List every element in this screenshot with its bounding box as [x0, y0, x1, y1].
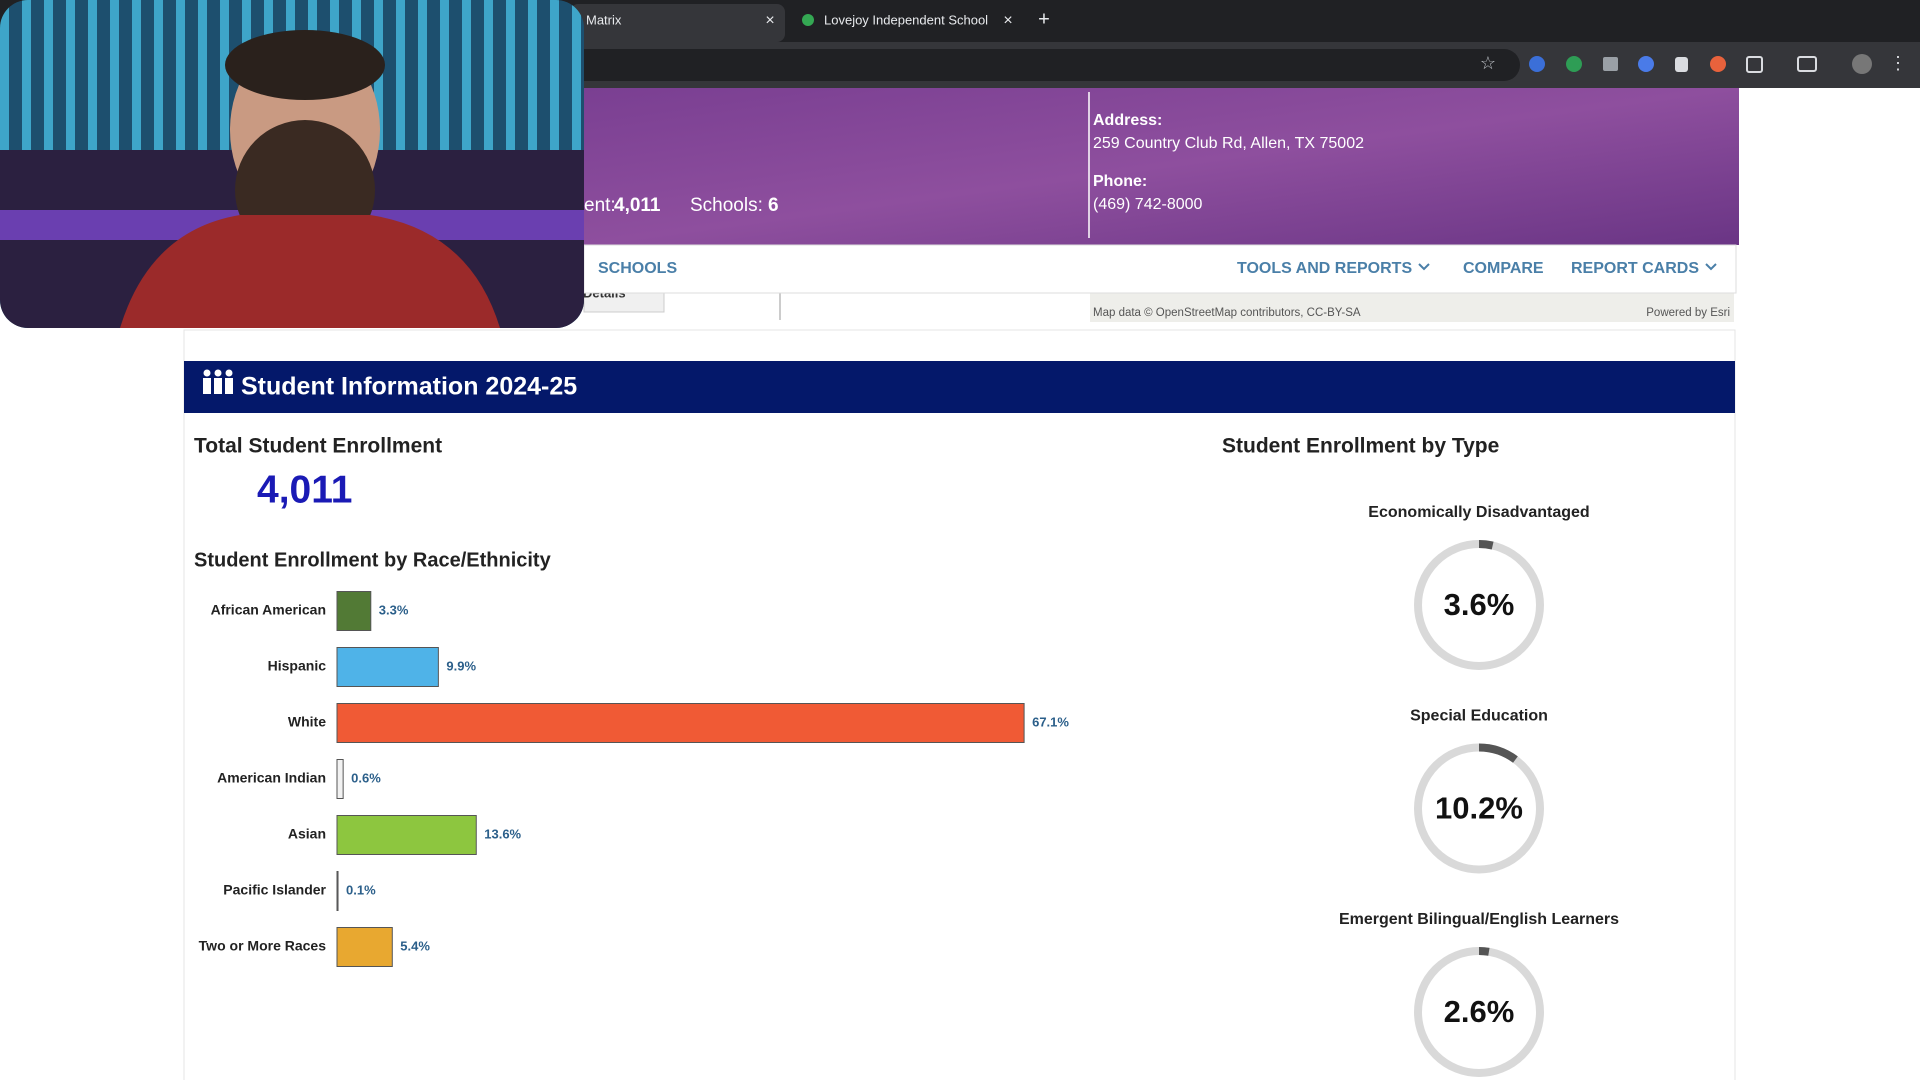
map-powered: Powered by Esri	[1646, 307, 1730, 319]
webcam-overlay	[0, 0, 584, 328]
enrollment-label: ent:	[584, 195, 616, 216]
section-banner	[184, 361, 1735, 413]
tab-title: Matrix	[586, 12, 622, 27]
enrollment-value: 4,011	[614, 195, 661, 216]
bar	[336, 871, 339, 911]
extension-icon[interactable]	[1529, 56, 1545, 72]
donut-arc	[1414, 743, 1544, 874]
chart-title: Student Enrollment by Race/Ethnicity	[194, 549, 552, 571]
chevron	[1705, 263, 1717, 271]
category-label: African American	[211, 602, 326, 618]
address: 259 Country Club Rd, Allen, TX 75002	[1093, 135, 1364, 152]
profile[interactable]	[1852, 54, 1872, 74]
value-label: 0.1%	[346, 882, 376, 897]
donut-title: Economically Disadvantaged	[1368, 504, 1589, 521]
extension-icon[interactable]	[1746, 56, 1763, 73]
menu[interactable]: ⋮	[1889, 53, 1907, 73]
category-label: Hispanic	[268, 658, 327, 674]
map-preview[interactable]	[1090, 292, 1734, 322]
tab[interactable]	[570, 4, 785, 42]
total-label: Total Student Enrollment	[194, 435, 442, 458]
donut-arc	[1414, 947, 1544, 1077]
bar	[336, 927, 393, 967]
chevron	[1418, 263, 1430, 271]
bar	[336, 647, 439, 687]
total-value: 4,011	[257, 468, 352, 511]
donut-value: 2.6%	[1444, 994, 1515, 1029]
donut-arc	[1414, 540, 1544, 670]
tab-search[interactable]	[1797, 56, 1817, 72]
chart-title: Student Enrollment by Type	[1222, 435, 1499, 458]
site-header	[584, 88, 1739, 245]
nav-item[interactable]: COMPARE	[1463, 260, 1544, 277]
nav-bar	[583, 244, 1737, 294]
value-label: 3.3%	[379, 602, 409, 617]
donut-value: 10.2%	[1435, 791, 1523, 826]
donut-value: 3.6%	[1444, 587, 1515, 622]
schools-value: 6	[768, 195, 779, 216]
schools-label: Schools:	[690, 195, 763, 216]
category-label: Asian	[288, 826, 326, 842]
bar	[336, 815, 477, 855]
extension-icon[interactable]	[1566, 56, 1582, 72]
address-label: Address:	[1093, 112, 1162, 129]
category-label: American Indian	[217, 770, 326, 786]
nav-item[interactable]: SCHOOLS	[598, 260, 677, 277]
bar	[336, 591, 372, 631]
extension-icon[interactable]	[1603, 57, 1618, 71]
extension-icon[interactable]	[1675, 57, 1688, 72]
map-attribution: Map data © OpenStreetMap contributors, C…	[1093, 307, 1361, 319]
nav-item[interactable]: TOOLS AND REPORTS	[1237, 260, 1412, 277]
extension-icon[interactable]	[1638, 56, 1654, 72]
bookmark-star[interactable]: ☆	[1480, 53, 1496, 73]
value-label: 13.6%	[484, 826, 521, 841]
value-label: 0.6%	[351, 770, 381, 785]
students-icon	[203, 369, 233, 394]
category-label: White	[288, 714, 326, 730]
extensions: ⋮	[1529, 53, 1907, 74]
tab-title: Lovejoy Independent School	[824, 12, 988, 27]
section-title: Student Information 2024-25	[241, 373, 577, 401]
address-bar[interactable]	[560, 49, 1520, 81]
phone: (469) 742-8000	[1093, 196, 1203, 213]
race-chart: African American 3.3% Hispanic 9.9% White 67.…	[199, 591, 1069, 967]
category-label: Pacific Islander	[223, 882, 326, 898]
type-chart: Economically Disadvantaged 3.6% Special Ed…	[1339, 504, 1619, 1077]
value-label: 5.4%	[400, 938, 430, 953]
tab-close[interactable]: ×	[1003, 12, 1012, 29]
donut-title: Special Education	[1410, 708, 1548, 725]
extension-icon[interactable]	[1710, 56, 1726, 72]
category-label: Two or More Races	[199, 938, 327, 954]
value-label: 67.1%	[1032, 714, 1069, 729]
bar	[336, 759, 344, 799]
tab-favicon	[802, 14, 814, 26]
new-tab[interactable]: +	[1038, 8, 1050, 30]
bar	[336, 703, 1025, 743]
nav-item[interactable]: REPORT CARDS	[1571, 260, 1699, 277]
value-label: 9.9%	[446, 658, 476, 673]
phone-label: Phone:	[1093, 173, 1147, 190]
tab-close[interactable]: ×	[765, 12, 774, 29]
donut-title: Emergent Bilingual/English Learners	[1339, 911, 1619, 928]
